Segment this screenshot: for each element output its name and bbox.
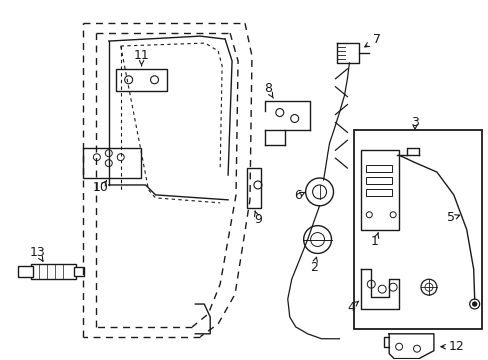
Bar	[31, 264, 76, 279]
Text: 5: 5	[446, 211, 454, 224]
Text: 2: 2	[309, 261, 317, 274]
Bar	[18, 266, 33, 277]
Text: 4: 4	[347, 301, 355, 314]
Text: 11: 11	[133, 49, 149, 63]
Bar	[361, 150, 398, 230]
Text: 8: 8	[264, 82, 271, 95]
Bar	[116, 69, 167, 91]
Bar	[74, 267, 84, 276]
Text: 12: 12	[448, 340, 464, 353]
Text: 10: 10	[93, 181, 108, 194]
Text: 6: 6	[293, 189, 301, 202]
Bar	[366, 189, 391, 196]
Circle shape	[472, 302, 476, 306]
Bar	[366, 177, 391, 184]
Text: 9: 9	[253, 213, 262, 226]
Bar	[83, 148, 141, 178]
Bar	[366, 165, 391, 172]
Bar	[354, 130, 481, 329]
Text: 13: 13	[29, 246, 45, 259]
Text: 1: 1	[369, 235, 377, 248]
Text: 3: 3	[410, 116, 418, 129]
Bar	[246, 168, 261, 208]
Text: 7: 7	[372, 33, 381, 46]
